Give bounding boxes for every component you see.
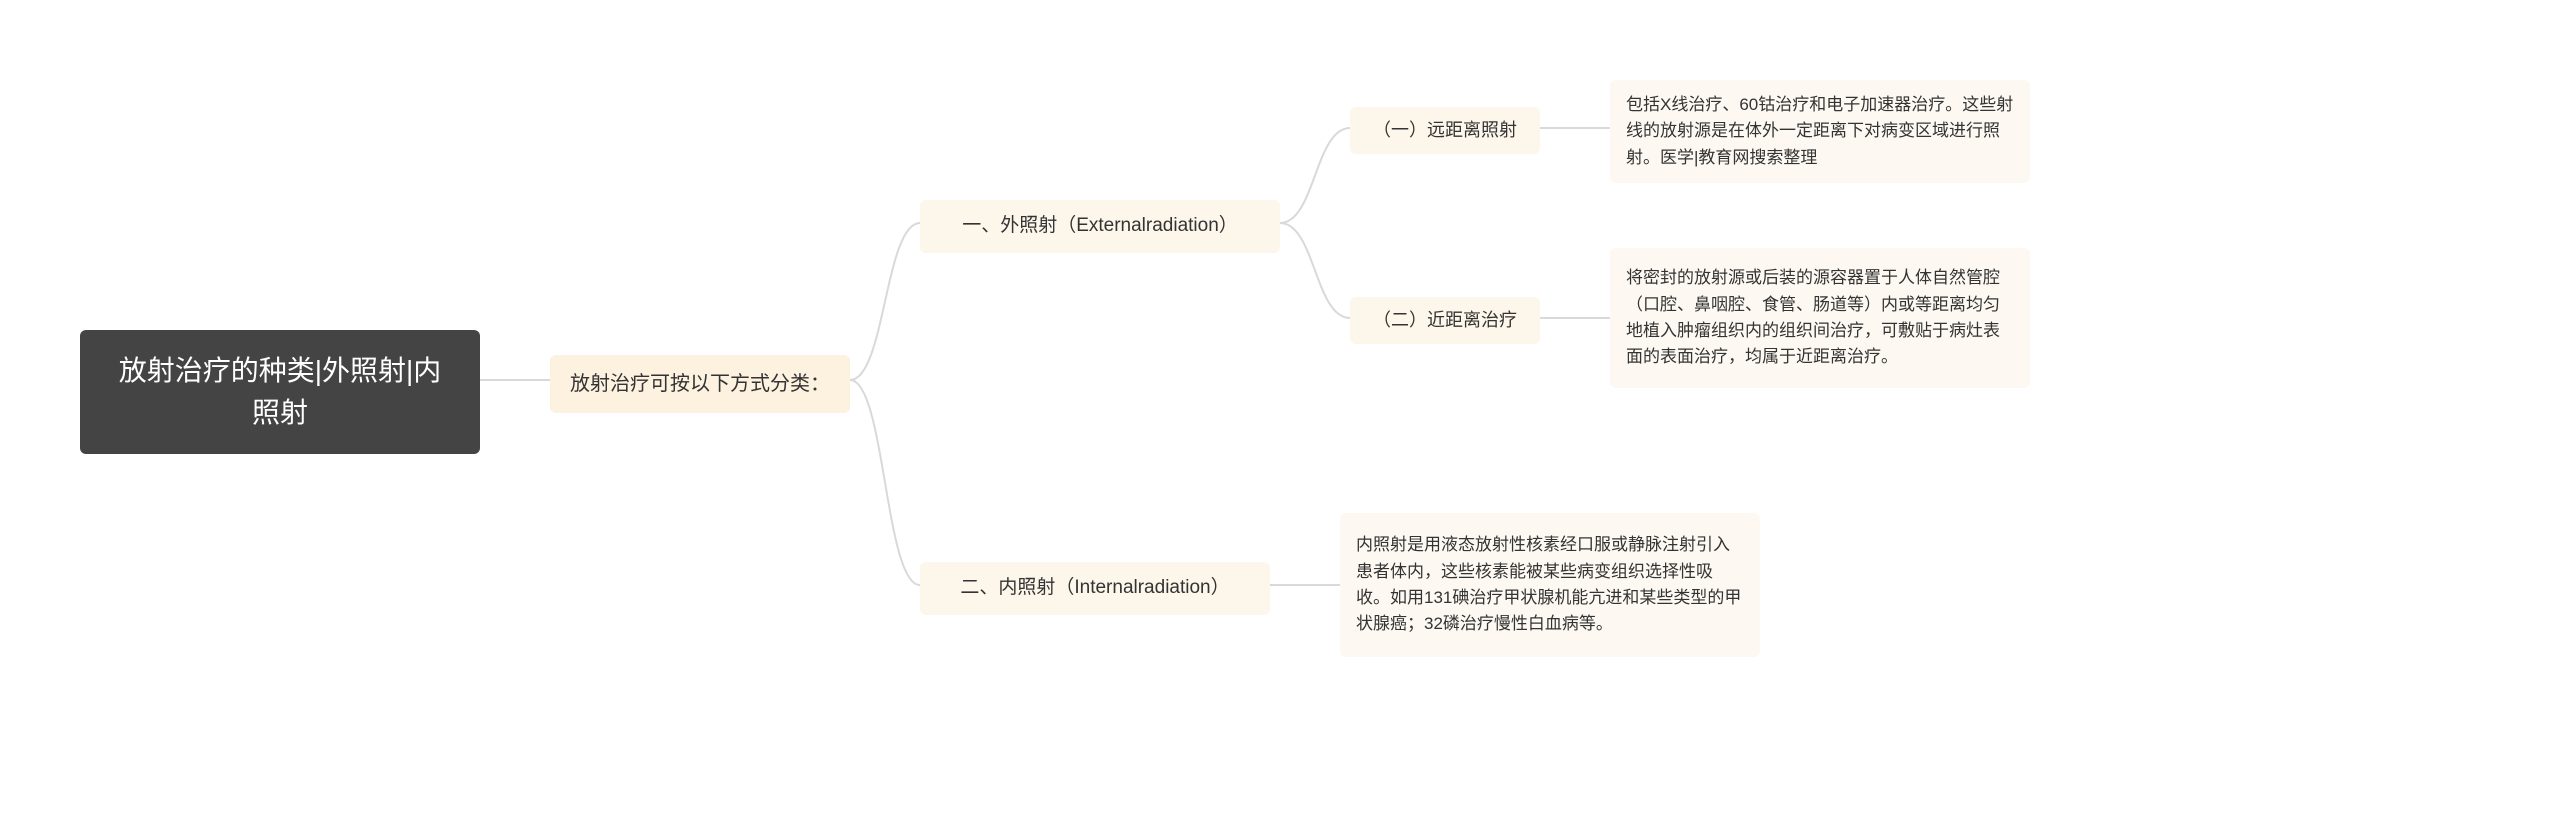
node-external-radiation: 一、外照射（Externalradiation） [920, 200, 1280, 253]
node-brachytherapy: （二）近距离治疗 [1350, 297, 1540, 344]
connector [850, 223, 920, 380]
leaf-brachytherapy-desc: 将密封的放射源或后装的源容器置于人体自然管腔（口腔、鼻咽腔、食管、肠道等）内或等… [1610, 248, 2030, 388]
leaf-teletherapy-desc: 包括X线治疗、60钴治疗和电子加速器治疗。这些射线的放射源是在体外一定距离下对病… [1610, 80, 2030, 183]
node-classification-intro: 放射治疗可按以下方式分类： [550, 355, 850, 413]
node-internal-radiation: 二、内照射（Internalradiation） [920, 562, 1270, 615]
node-teletherapy: （一）远距离照射 [1350, 107, 1540, 154]
connector [1280, 223, 1350, 318]
connector [1280, 128, 1350, 223]
leaf-internal-desc: 内照射是用液态放射性核素经口服或静脉注射引入患者体内，这些核素能被某些病变组织选… [1340, 513, 1760, 657]
mindmap-root: 放射治疗的种类|外照射|内照射 [80, 330, 480, 454]
connector [850, 380, 920, 585]
